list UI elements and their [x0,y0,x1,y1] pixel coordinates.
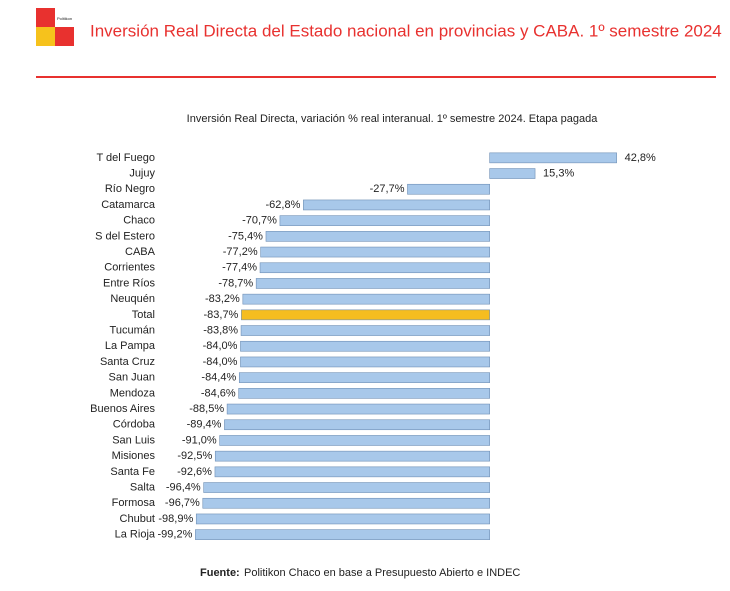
logo: Politikon [36,8,74,46]
category-label: Santa Fe [110,466,155,478]
value-label: -92,6% [177,466,212,478]
value-label: -83,8% [203,324,238,336]
logo-square [36,8,55,27]
bar [195,513,490,525]
category-label: Santa Cruz [100,356,155,368]
category-label: Salta [130,481,156,493]
category-label: Total [132,309,155,321]
bar [226,403,490,415]
bar [265,231,490,242]
value-label: -84,0% [203,356,238,368]
bar [242,293,490,305]
source-label: Fuente: [200,567,240,579]
bar [240,340,490,352]
category-label: Corrientes [104,262,155,274]
chart-title: Inversión Real Directa, variación % real… [187,113,599,125]
bar [255,278,490,289]
category-label: CABA [125,246,156,258]
value-label: -99,2% [158,529,193,541]
category-label: Misiones [112,450,156,462]
bar [240,325,490,336]
bar [195,529,490,540]
category-label: Buenos Aires [90,403,155,415]
logo-square [55,27,74,46]
value-label: -89,4% [187,419,222,431]
bar [238,372,490,383]
source-text: Politikon Chaco en base a Presupuesto Ab… [244,567,520,579]
bar [203,482,490,493]
value-label: -84,0% [203,340,238,352]
category-label: San Juan [109,372,155,384]
value-label: -96,7% [165,497,200,509]
category-label: T del Fuego [96,152,155,164]
category-label: Entre Ríos [103,277,155,289]
value-label: -77,2% [223,246,258,258]
value-label: -27,7% [370,183,405,195]
value-label: -83,7% [203,309,238,321]
logo-square [36,27,55,46]
bar [224,419,490,431]
category-label: Neuquén [110,293,155,305]
value-label: 15,3% [543,167,574,179]
value-label: -91,0% [182,434,217,446]
bar [219,435,490,446]
category-label: Chaco [123,215,155,227]
bar [241,309,490,321]
category-label: La Rioja [115,529,156,541]
value-label: -62,8% [266,199,301,211]
value-label: -84,4% [201,372,236,384]
category-label: Formosa [112,497,156,509]
value-label: -88,5% [189,403,224,415]
value-label: -83,2% [205,293,240,305]
category-label: Tucumán [110,324,155,336]
bar [259,262,490,274]
value-label: -96,4% [166,481,201,493]
value-label: -98,9% [158,513,193,525]
value-label: 42,8% [625,152,656,164]
bar [489,152,617,164]
logo-text: Politikon [57,16,72,21]
category-label: Chubut [120,513,155,525]
bar [279,215,490,226]
value-label: -78,7% [218,277,253,289]
category-label: La Pampa [105,340,156,352]
bar [202,497,490,509]
bar [240,356,490,368]
bar [214,450,490,462]
category-label: Córdoba [113,419,156,431]
category-label: Jujuy [129,167,155,179]
bar [407,183,490,195]
category-label: Río Negro [105,183,155,195]
value-label: -84,6% [201,387,236,399]
page-title: Inversión Real Directa del Estado nacion… [90,21,722,40]
value-label: -75,4% [228,230,263,242]
bar [238,388,490,399]
bar [260,246,490,258]
bar [489,168,536,179]
category-label: Mendoza [110,387,156,399]
value-label: -77,4% [222,262,257,274]
category-label: Catamarca [101,199,156,211]
bar [214,466,490,478]
bar [303,199,490,211]
category-label: S del Estero [95,230,155,242]
value-label: -92,5% [177,450,212,462]
value-label: -70,7% [242,215,277,227]
category-label: San Luis [112,434,155,446]
